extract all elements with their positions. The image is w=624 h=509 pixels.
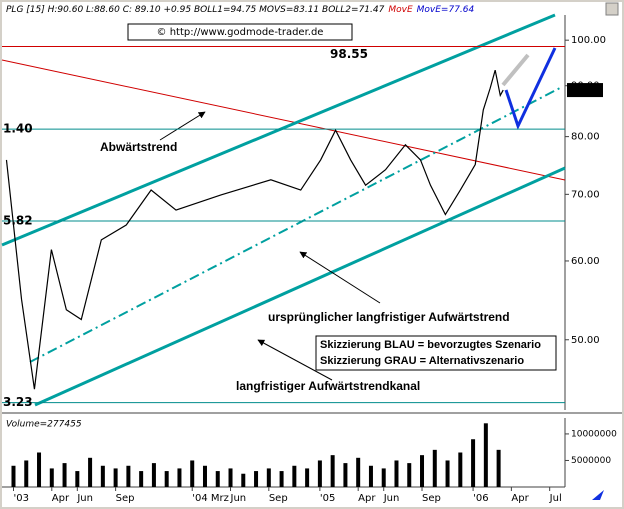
volume-bar bbox=[279, 471, 284, 487]
window-button[interactable] bbox=[605, 2, 619, 16]
volume-bar bbox=[151, 463, 156, 487]
volume-bar bbox=[37, 452, 42, 487]
volume-bar bbox=[420, 455, 425, 487]
volume-bar bbox=[24, 460, 29, 487]
volume-bar bbox=[445, 460, 450, 487]
level-label: 1.40 bbox=[3, 122, 33, 136]
arrow bbox=[299, 251, 381, 304]
volume-bar bbox=[126, 465, 131, 487]
copyright-box bbox=[127, 23, 353, 41]
volume-bar bbox=[483, 423, 488, 487]
nav-icon[interactable] bbox=[592, 490, 604, 500]
chart-header: PLG [15] H:90.60 L:88.60 C: 89.10 +0.95 … bbox=[6, 5, 475, 15]
y-tick-label: 10000000 bbox=[571, 429, 617, 439]
volume-bar bbox=[394, 460, 399, 487]
volume-bar bbox=[241, 473, 246, 487]
volume-bar bbox=[254, 471, 259, 487]
price-line bbox=[5, 69, 504, 390]
header-part: MovE bbox=[388, 5, 413, 15]
x-tick-label: '06 bbox=[473, 493, 488, 504]
y-tick-label: 100.00 bbox=[571, 35, 606, 46]
annotation: ursprünglicher langfristiger Aufwärtstre… bbox=[268, 310, 510, 324]
x-tick-label: Apr bbox=[52, 493, 70, 504]
volume-bar bbox=[471, 439, 476, 487]
volume-bar bbox=[292, 465, 297, 487]
x-tick-label: Sep bbox=[422, 493, 441, 504]
arrow bbox=[159, 111, 206, 141]
y-tick-label: 70.00 bbox=[571, 189, 600, 200]
volume-bar bbox=[330, 455, 335, 487]
x-tick-label: Jul bbox=[549, 493, 562, 504]
volume-bar bbox=[228, 468, 233, 487]
blue-scenario bbox=[504, 47, 557, 131]
annotation: Skizzierung BLAU = bevorzugtes Szenario bbox=[320, 339, 541, 351]
y-tick-label: 80.00 bbox=[571, 132, 600, 143]
volume-bar bbox=[381, 468, 386, 487]
channel-upper-line bbox=[1, 13, 556, 247]
x-tick-label: '03 bbox=[13, 493, 28, 504]
volume-bar bbox=[368, 465, 373, 487]
y-tick-label: 60.00 bbox=[571, 256, 600, 267]
level-label: 5.82 bbox=[3, 213, 33, 227]
volume-bar bbox=[432, 449, 437, 487]
volume-bar bbox=[11, 465, 16, 487]
volume-bar bbox=[190, 460, 195, 487]
volume-bar bbox=[49, 468, 54, 487]
header-part: PLG [15] H:90.60 L:88.60 C: 89.10 +0.95 … bbox=[6, 5, 385, 15]
x-tick-label: Jun bbox=[383, 493, 400, 504]
volume-label: Volume=277455 bbox=[6, 420, 82, 430]
volume-bar bbox=[202, 465, 207, 487]
x-tick-label: Jun bbox=[76, 493, 93, 504]
x-tick-label: Jun bbox=[230, 493, 247, 504]
volume-bar bbox=[62, 463, 67, 487]
level-label: 3.23 bbox=[3, 395, 33, 409]
copyright: © http://www.godmode-trader.de bbox=[157, 27, 324, 38]
gray-scenario bbox=[501, 53, 530, 87]
volume-bar bbox=[215, 471, 220, 487]
y-tick-label: 50.00 bbox=[571, 335, 600, 346]
volume-bar bbox=[75, 471, 80, 487]
y-tick-label: 5000000 bbox=[571, 456, 611, 466]
last-price-label: 89.10 bbox=[570, 85, 599, 96]
volume-bar bbox=[317, 460, 322, 487]
x-tick-label: Sep bbox=[116, 493, 135, 504]
annotation: Abwärtstrend bbox=[100, 140, 177, 154]
header-part: MovE=77.64 bbox=[417, 5, 475, 15]
x-tick-label: Apr bbox=[511, 493, 529, 504]
volume-bar bbox=[305, 468, 310, 487]
x-tick-label: Apr bbox=[358, 493, 376, 504]
downtrend-line bbox=[1, 59, 566, 181]
annotation: langfristiger Aufwärtstrendkanal bbox=[236, 379, 420, 393]
volume-bar bbox=[139, 471, 144, 487]
legend-box bbox=[315, 335, 557, 371]
last-price-box bbox=[567, 83, 603, 98]
x-tick-label: Sep bbox=[269, 493, 288, 504]
volume-bar bbox=[343, 463, 348, 487]
volume-bar bbox=[100, 465, 105, 487]
x-tick-label: '04 Mrz bbox=[192, 493, 229, 504]
volume-bar bbox=[458, 452, 463, 487]
volume-bar bbox=[266, 468, 271, 487]
volume-bar bbox=[177, 468, 182, 487]
volume-bar bbox=[356, 457, 361, 487]
arrow bbox=[257, 339, 333, 381]
volume-bar bbox=[164, 471, 169, 487]
x-tick-label: '05 bbox=[320, 493, 335, 504]
annotation: Skizzierung GRAU = Alternativszenario bbox=[320, 355, 524, 367]
channel-lower-line bbox=[34, 166, 566, 407]
volume-bar bbox=[88, 457, 93, 487]
volume-bar bbox=[113, 468, 118, 487]
level-label: 98.55 bbox=[330, 47, 368, 61]
volume-bar bbox=[407, 463, 412, 487]
volume-bar bbox=[496, 449, 501, 487]
